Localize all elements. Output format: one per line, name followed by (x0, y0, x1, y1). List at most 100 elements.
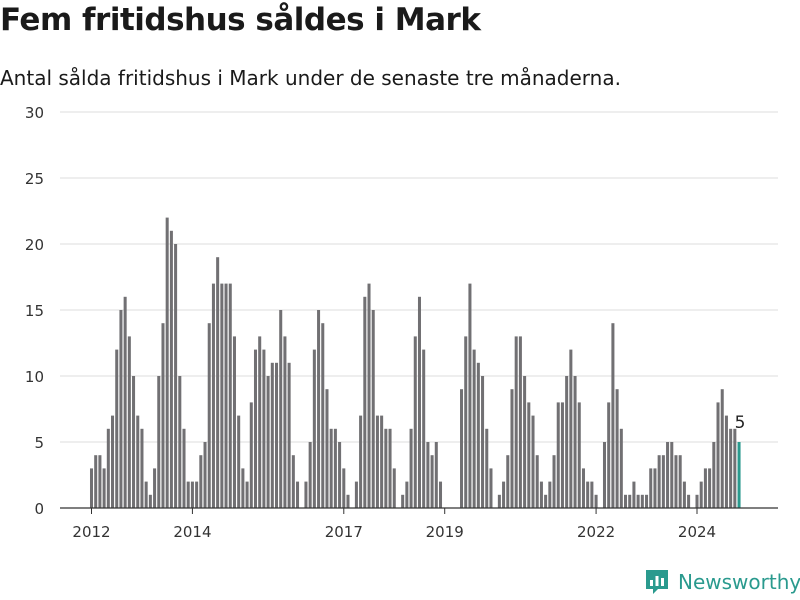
bar (296, 481, 300, 508)
bar (190, 481, 194, 508)
highlight-value-label: 5 (735, 413, 746, 433)
bar (636, 494, 640, 508)
bar (207, 323, 211, 508)
bar (241, 468, 245, 508)
bar (523, 376, 527, 508)
bar (527, 402, 531, 508)
y-tick-label: 10 (25, 368, 44, 386)
x-axis-ticks: 2012 2014 2017 2019 2022 2024 (72, 508, 716, 541)
bar (211, 283, 215, 508)
bar (539, 481, 543, 508)
bar (724, 415, 728, 508)
bar (216, 257, 220, 508)
bar (468, 283, 472, 508)
bar (388, 428, 392, 508)
bar (367, 283, 371, 508)
bar (535, 455, 539, 508)
bar (729, 428, 733, 508)
bar (346, 494, 350, 508)
bar (615, 389, 619, 508)
bar (666, 442, 670, 508)
bar (380, 415, 384, 508)
bar (712, 442, 716, 508)
bar (258, 336, 262, 508)
bar (237, 415, 241, 508)
bar (232, 336, 236, 508)
bar (645, 494, 649, 508)
bar (708, 468, 712, 508)
bar (153, 468, 157, 508)
bar (392, 468, 396, 508)
bar (308, 442, 312, 508)
bar (489, 468, 493, 508)
bar (359, 415, 363, 508)
bar (270, 362, 274, 508)
bar (430, 455, 434, 508)
bar (518, 336, 522, 508)
y-tick-label: 20 (25, 236, 44, 254)
bar (119, 310, 123, 508)
bar (199, 455, 203, 508)
bar (649, 468, 653, 508)
y-tick-label: 5 (34, 434, 44, 452)
x-tick-label: 2022 (577, 523, 615, 541)
bar (342, 468, 346, 508)
x-tick-label: 2019 (426, 523, 464, 541)
bar (481, 376, 485, 508)
bar (624, 494, 628, 508)
bar (228, 283, 232, 508)
y-tick-label: 30 (25, 104, 44, 122)
bar (123, 296, 127, 508)
bar (279, 310, 283, 508)
bar (661, 455, 665, 508)
data-labels: 5 (735, 413, 746, 433)
bar (611, 323, 615, 508)
bar (438, 481, 443, 508)
bar (338, 442, 342, 508)
brand-logo: Newsworthy (644, 568, 800, 596)
bar (195, 481, 199, 508)
bar (586, 481, 590, 508)
y-axis-labels: 0 5 10 15 20 25 30 (25, 104, 44, 518)
bar (132, 376, 136, 508)
bar (426, 442, 430, 508)
bar (573, 376, 577, 508)
bar (581, 468, 585, 508)
bar (253, 349, 258, 508)
newsworthy-logo-icon (646, 570, 668, 594)
bar (552, 455, 556, 508)
bar (186, 481, 190, 508)
bar (203, 442, 207, 508)
bar (140, 428, 144, 508)
bar (325, 389, 329, 508)
bar (699, 481, 703, 508)
bar (556, 402, 560, 508)
bar (619, 428, 623, 508)
x-tick-label: 2017 (325, 523, 363, 541)
bar (565, 376, 569, 508)
bar (384, 428, 388, 508)
bar (670, 442, 674, 508)
bar (89, 468, 94, 508)
bar (716, 402, 720, 508)
bar (703, 468, 707, 508)
bars (89, 217, 741, 509)
bar-highlighted (737, 442, 741, 508)
bar (497, 494, 501, 508)
bar (502, 481, 506, 508)
bar (417, 296, 421, 508)
bar (304, 481, 308, 508)
bar (544, 494, 548, 508)
bar (577, 402, 581, 508)
y-tick-label: 0 (34, 500, 44, 518)
bar (371, 310, 375, 508)
bar (401, 494, 405, 508)
bar (94, 455, 98, 508)
x-tick-label: 2024 (678, 523, 716, 541)
bar (161, 323, 165, 508)
x-tick-label: 2012 (72, 523, 110, 541)
bar (249, 402, 253, 508)
bar (413, 336, 417, 508)
bar (333, 428, 337, 508)
